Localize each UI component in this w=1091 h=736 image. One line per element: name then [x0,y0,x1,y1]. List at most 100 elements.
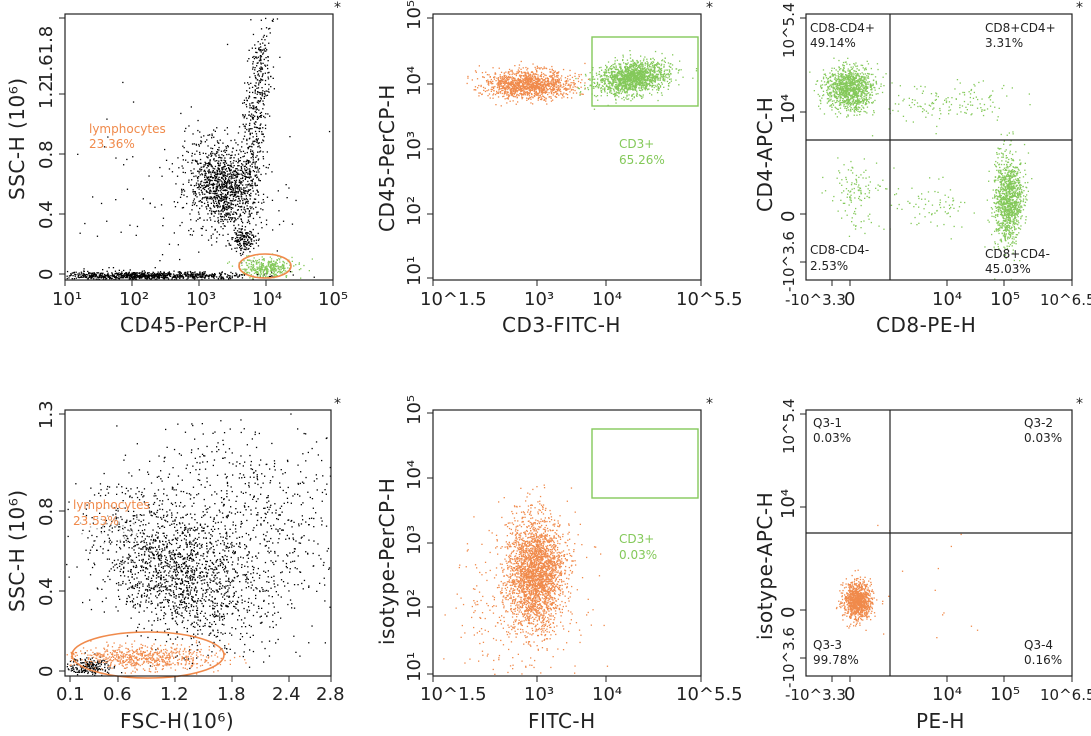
event-dot [521,98,523,100]
event-dot [258,142,261,144]
event-dot [545,87,547,89]
event-dot [221,199,223,201]
event-dot [97,276,99,279]
event-dot [107,276,110,278]
event-dot [154,206,156,208]
event-dot [646,60,648,63]
event-dot [556,72,558,75]
event-dot [500,83,502,85]
event-dot [237,275,239,277]
event-dot [251,270,253,272]
event-dot [268,88,270,90]
event-dot [584,84,586,87]
event-dot [214,183,216,185]
event-dot [197,177,199,180]
event-dot [188,179,190,181]
event-dot [229,213,231,215]
event-dot [207,179,210,181]
event-dot [649,68,651,70]
event-dot [202,185,204,187]
event-dot [253,144,255,146]
event-dot [196,274,198,276]
event-dot [220,273,223,275]
event-dot [257,102,260,104]
event-dot [154,275,156,277]
event-dot [577,77,579,80]
event-dot [259,147,261,149]
event-dot [255,193,257,195]
event-dot [258,47,260,49]
event-dot [261,93,263,96]
event-dot [246,138,248,140]
event-dot [222,234,224,236]
event-dot [275,269,278,271]
event-dot [259,263,261,265]
event-dot [228,177,230,179]
event-dot [240,196,243,198]
event-dot [95,274,98,277]
event-dot [494,85,496,88]
event-dot [543,99,545,101]
event-dot [282,261,285,263]
event-dot [131,278,133,280]
event-dot [243,125,245,127]
event-dot [595,84,598,87]
event-dot [216,176,218,178]
event-dot [137,275,139,277]
event-dot [248,272,251,274]
event-dot [227,174,229,176]
event-dot [263,136,265,138]
event-dot [206,167,208,169]
event-dot [222,276,224,278]
event-dot [122,277,124,279]
event-dot [208,172,210,174]
event-dot [199,168,201,170]
event-dot [230,191,232,194]
event-dot [280,267,282,269]
event-dot [248,236,250,238]
event-dot [143,274,145,276]
event-dot [208,178,210,180]
event-dot [501,81,503,83]
event-dot [535,90,537,93]
event-dot [483,89,485,91]
event-dot [132,273,134,275]
event-dot [228,277,230,279]
event-dot [229,206,231,208]
event-dot [214,172,216,174]
event-dot [249,233,251,235]
event-dot [214,168,216,170]
event-dot [228,173,231,175]
event-dot [537,87,540,90]
event-dot [547,81,549,83]
event-dot [629,86,631,88]
event-dot [249,107,251,109]
event-dot [511,88,513,91]
event-dot [498,67,500,69]
event-dot [230,200,232,202]
event-dot [216,189,218,191]
event-dot [204,193,206,195]
event-dot [200,136,202,138]
event-dot [521,84,524,86]
event-dot [204,176,206,178]
event-dot [259,43,261,45]
event-dot [115,199,117,201]
event-dot [530,102,532,104]
event-dot [537,76,539,78]
event-dot [229,195,231,197]
event-dot [195,276,198,278]
event-dot [668,65,670,67]
event-dot [255,126,257,128]
event-dot [245,123,247,125]
event-dot [474,89,476,91]
event-dot [604,77,606,80]
event-dot [148,277,150,279]
event-dot [264,266,266,269]
event-dot [252,91,254,94]
event-dot [239,206,241,208]
event-dot [225,186,228,188]
event-dot [82,276,84,278]
event-dot [193,191,195,193]
event-dot [132,101,135,103]
